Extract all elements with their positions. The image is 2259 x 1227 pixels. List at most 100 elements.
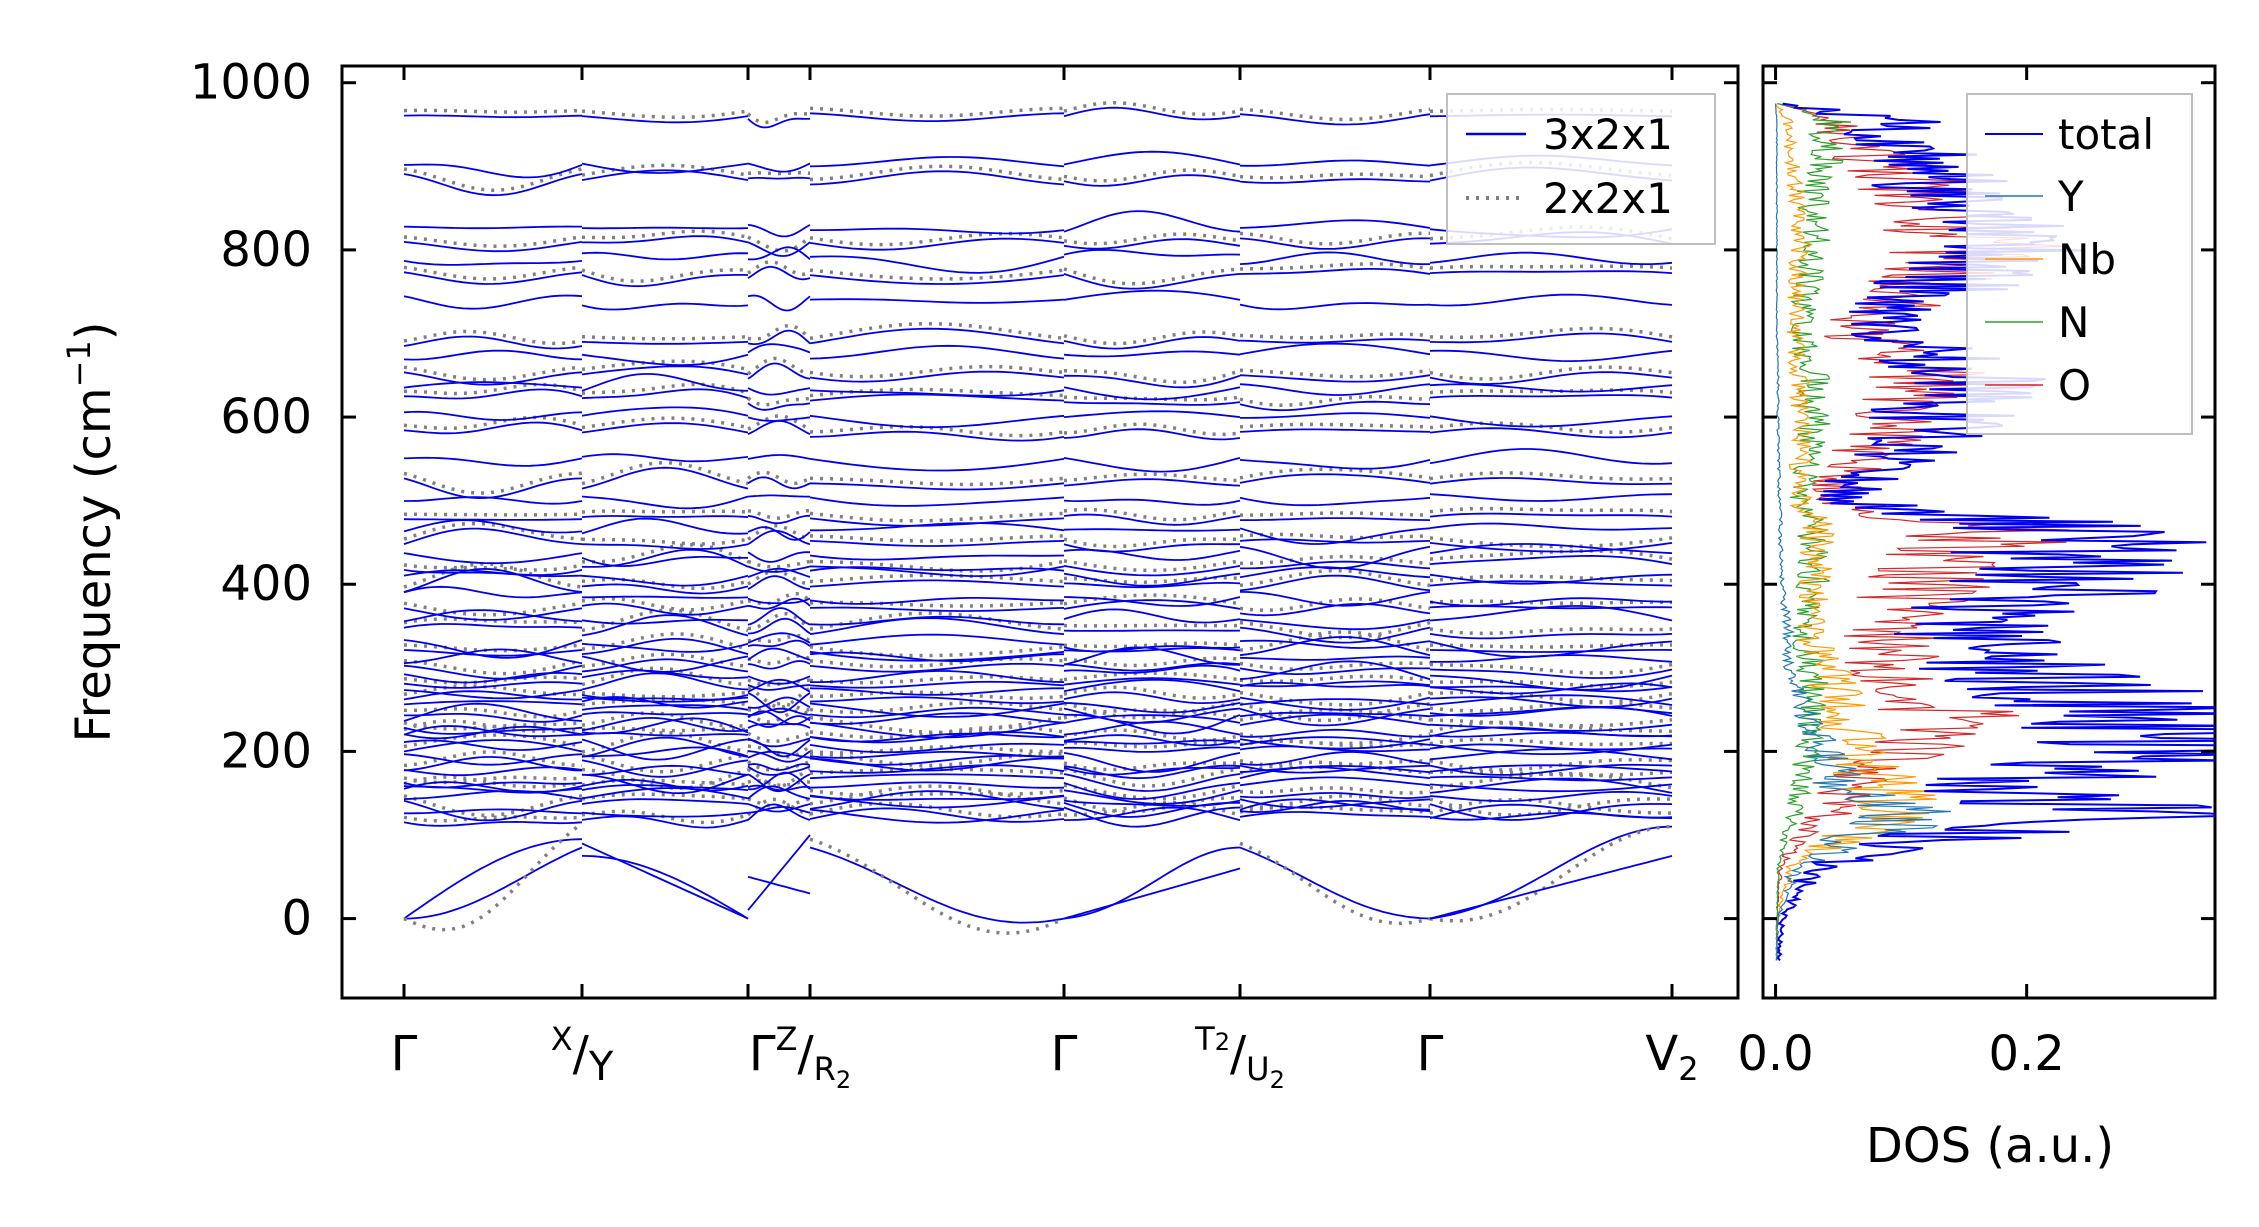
xtick-main: Y bbox=[588, 1044, 614, 1090]
band-3x2x1-line bbox=[403, 527, 1673, 553]
band-3x2x1-line bbox=[403, 614, 1673, 644]
band-ytick-label: 200 bbox=[220, 723, 312, 779]
legend-total-label: total bbox=[2058, 110, 2154, 159]
band-3x2x1-line bbox=[403, 660, 1673, 691]
band-3x2x1-line bbox=[403, 512, 1673, 527]
dos-y-line bbox=[1775, 103, 1951, 961]
band-xtick-label: V2 bbox=[1645, 1026, 1698, 1088]
acoustic-3x2x1-line bbox=[747, 834, 811, 911]
acoustic-3x2x1-line bbox=[403, 846, 583, 920]
band-ytick-label: 800 bbox=[220, 222, 312, 278]
band-2x2x1-line bbox=[403, 542, 1673, 573]
acoustic-2x2x1-line bbox=[403, 821, 584, 932]
xtick-slash: / bbox=[573, 1026, 590, 1082]
dos-legend-frame bbox=[1966, 93, 2193, 435]
xtick-sub: 2 bbox=[1678, 1050, 1698, 1088]
band-2x2x1-line bbox=[403, 460, 1673, 495]
legend-n-label: N bbox=[2058, 298, 2089, 347]
band-legend: 3x2x1 2x2x1 bbox=[1446, 93, 1716, 245]
band-3x2x1-line bbox=[403, 672, 1673, 693]
band-2x2x1-line bbox=[403, 630, 1673, 658]
band-3x2x1-line bbox=[403, 327, 1673, 350]
dos-total-line bbox=[1776, 102, 2215, 962]
y-axis-label-sup: −1 bbox=[60, 340, 98, 387]
band-xtick-label: Γ bbox=[1417, 1026, 1444, 1082]
band-3x2x1-line bbox=[403, 658, 1673, 680]
band-xtick-label: T2/U2 bbox=[1194, 1020, 1285, 1094]
dos-nb-line bbox=[1775, 103, 1937, 961]
legend-nb-label: Nb bbox=[2058, 235, 2116, 284]
band-3x2x1-line bbox=[404, 798, 1673, 828]
acoustic-3x2x1-line bbox=[1063, 846, 1241, 920]
band-3x2x1-line bbox=[403, 106, 1673, 129]
band-3x2x1-line bbox=[403, 605, 1673, 631]
band-3x2x1-line bbox=[403, 597, 1673, 621]
legend-o-label: O bbox=[2058, 361, 2091, 410]
y-axis-label: Frequency (cm−1) bbox=[60, 321, 122, 742]
band-3x2x1-line bbox=[404, 493, 1673, 510]
acoustic-3x2x1-line bbox=[1429, 855, 1673, 920]
band-xtick-label: Γ bbox=[391, 1026, 418, 1082]
xtick-slash: / bbox=[1230, 1026, 1247, 1082]
band-xtick-label: Γ bbox=[1051, 1026, 1078, 1082]
band-ytick-label: 400 bbox=[220, 556, 312, 612]
band-y-axis: 0 200 400 600 800 1000 bbox=[190, 55, 1738, 947]
band-3x2x1-line bbox=[403, 736, 1673, 761]
band-2x2x1-line bbox=[403, 719, 1673, 746]
band-3x2x1-line bbox=[403, 702, 1673, 735]
acoustic-3x2x1-line bbox=[1239, 846, 1431, 920]
xtick-main: V bbox=[1645, 1026, 1678, 1082]
acoustic-3x2x1-line bbox=[581, 842, 749, 920]
acoustic-3x2x1-line bbox=[1429, 825, 1673, 920]
xtick-pre: Z bbox=[776, 1020, 798, 1058]
dos-xtick-label: 0.0 bbox=[1737, 1026, 1813, 1082]
acoustic-3x2x1-line bbox=[1063, 867, 1241, 920]
band-3x2x1-line bbox=[403, 246, 1673, 274]
dos-legend: total Y Nb N O bbox=[1966, 93, 2193, 435]
xtick-post-sub: 2 bbox=[1270, 1066, 1285, 1094]
xtick-pre: X bbox=[551, 1020, 573, 1058]
band-2x2x1-line bbox=[403, 652, 1673, 676]
band-3x2x1-line bbox=[403, 231, 1673, 257]
xtick-post-sub: 2 bbox=[836, 1066, 851, 1094]
band-3x2x1-line bbox=[403, 766, 1673, 795]
band-2x2x1-line bbox=[404, 506, 1673, 523]
xtick-post: R bbox=[814, 1050, 836, 1088]
legend-3x2x1-label: 3x2x1 bbox=[1543, 110, 1673, 159]
band-3x2x1-line bbox=[403, 678, 1673, 701]
band-3x2x1-line bbox=[403, 690, 1673, 714]
band-3x2x1-line bbox=[403, 717, 1673, 743]
band-3x2x1-line bbox=[403, 736, 1673, 763]
band-3x2x1-line bbox=[403, 517, 1673, 545]
band-3x2x1-line bbox=[403, 289, 1673, 312]
band-ytick-label: 600 bbox=[220, 389, 312, 445]
band-3x2x1-line bbox=[403, 725, 1673, 750]
xtick-pre: T bbox=[1194, 1020, 1215, 1058]
acoustic-2x2x1-line bbox=[1239, 841, 1431, 926]
band-3x2x1-line bbox=[403, 585, 1672, 607]
xtick-main: Γ bbox=[391, 1026, 418, 1082]
band-2x2x1-line bbox=[403, 698, 1673, 723]
band-2x2x1-line bbox=[403, 521, 1673, 549]
band-3x2x1-line bbox=[403, 210, 1673, 239]
band-lines bbox=[403, 100, 1673, 935]
band-3x2x1-line bbox=[403, 388, 1673, 412]
band-3x2x1-line bbox=[403, 265, 1673, 290]
band-xtick-label: ΓZ/R2 bbox=[749, 1020, 851, 1094]
band-3x2x1-line bbox=[403, 785, 1673, 809]
band-legend-frame bbox=[1446, 93, 1716, 245]
band-2x2x1-line bbox=[403, 382, 1673, 407]
dos-x-axis: 0.0 0.2 bbox=[1737, 66, 2065, 1082]
band-3x2x1-line bbox=[403, 543, 1673, 570]
band-3x2x1-line bbox=[403, 567, 1673, 595]
band-2x2x1-line bbox=[403, 591, 1673, 617]
acoustic-3x2x1-line bbox=[581, 855, 749, 920]
acoustic-3x2x1-line bbox=[809, 846, 1065, 924]
y-axis-label-main: Frequency (cm bbox=[66, 387, 122, 742]
xtick-slash: / bbox=[797, 1026, 814, 1082]
band-2x2x1-line bbox=[403, 562, 1673, 591]
band-3x2x1-line bbox=[403, 448, 1673, 473]
xtick-main: Γ bbox=[1051, 1026, 1078, 1082]
